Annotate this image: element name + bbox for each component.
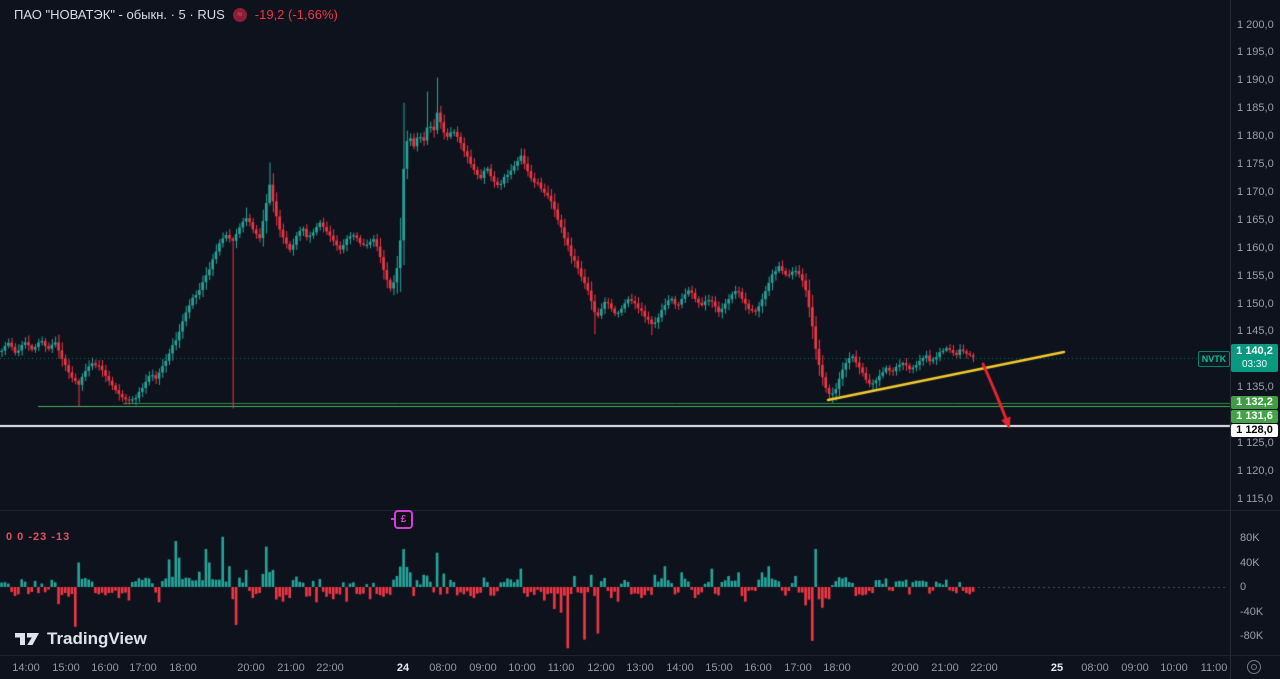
volume-axis-label: 40K	[1240, 556, 1260, 569]
time-axis-settings-icon[interactable]	[1247, 660, 1261, 674]
time-axis-label: 12:00	[587, 662, 615, 674]
price-axis-label: 1 115,0	[1237, 492, 1273, 505]
level-badge-1131-6: 1 131,6	[1231, 410, 1278, 424]
bar-countdown: 03:30	[1241, 359, 1268, 371]
time-axis-label: 17:00	[784, 662, 812, 674]
volume-axis-label: 80K	[1240, 532, 1260, 544]
economic-event-icon[interactable]: £	[391, 510, 413, 529]
time-axis-label: 17:00	[129, 662, 157, 674]
price-axis-label: 1 180,0	[1237, 130, 1274, 143]
time-axis-label: 09:00	[469, 662, 497, 674]
time-axis-label: 22:00	[970, 662, 998, 674]
time-axis-label: 22:00	[316, 662, 344, 674]
time-axis-separator	[0, 655, 1280, 656]
time-axis-label: 13:00	[626, 662, 654, 674]
price-axis-label: 1 200,0	[1237, 18, 1274, 31]
time-axis-label: 09:00	[1121, 662, 1149, 674]
time-axis-label: 08:00	[1081, 662, 1109, 674]
price-axis-label: 1 150,0	[1237, 297, 1274, 310]
date-axis-label: 25	[1050, 662, 1064, 674]
last-price-value: 1 140,2	[1236, 345, 1273, 358]
time-axis-label: 11:00	[1200, 662, 1228, 674]
event-glyph: £	[400, 514, 407, 525]
level-badge-1128-0: 1 128,0	[1231, 424, 1278, 438]
price-axis-label: 1 190,0	[1237, 74, 1274, 87]
time-axis-label: 14:00	[12, 662, 40, 674]
pane-divider[interactable]	[0, 510, 1280, 511]
price-axis-separator	[1230, 0, 1231, 679]
price-axis-label: 1 185,0	[1237, 102, 1274, 115]
time-axis-label: 15:00	[705, 662, 733, 674]
time-axis-label: 21:00	[277, 662, 305, 674]
time-axis-label: 08:00	[429, 662, 457, 674]
price-axis-label: 1 145,0	[1237, 325, 1274, 338]
time-axis-label: 18:00	[823, 662, 851, 674]
volume-indicator-values[interactable]: 0 0 -23 -13	[6, 531, 71, 543]
level-badge-1132-2: 1 132,2	[1231, 396, 1278, 410]
tradingview-logo-icon	[15, 633, 39, 645]
tradingview-logo[interactable]: TradingView	[14, 629, 147, 649]
symbol-tag-label: NVTK	[1198, 351, 1230, 368]
data-provider-icon: ≈	[232, 7, 247, 22]
time-axis-label: 10:00	[1160, 662, 1188, 674]
time-axis-label: 18:00	[169, 662, 197, 674]
price-axis-label: 1 160,0	[1237, 241, 1274, 254]
time-axis-label: 14:00	[666, 662, 694, 674]
time-axis-label: 20:00	[237, 662, 265, 674]
price-axis-label: 1 155,0	[1237, 269, 1274, 282]
time-axis-label: 20:00	[891, 662, 919, 674]
price-axis-label: 1 170,0	[1237, 185, 1274, 198]
chart-legend[interactable]: ПАО "НОВАТЭК" - обыкн. · 5 · RUS ≈ -19,2…	[14, 7, 338, 22]
symbol-title[interactable]: ПАО "НОВАТЭК" - обыкн. · 5 · RUS	[14, 7, 225, 22]
time-axis-label: 15:00	[52, 662, 80, 674]
time-axis-label: 16:00	[91, 662, 119, 674]
price-axis-label: 1 195,0	[1237, 46, 1274, 59]
date-axis-label: 24	[396, 662, 410, 674]
price-axis-label: 1 135,0	[1237, 381, 1274, 394]
price-change-label: -19,2 (-1,66%)	[254, 7, 338, 22]
time-axis-label: 16:00	[744, 662, 772, 674]
last-price-badge: 1 140,2 03:30	[1231, 344, 1278, 373]
price-axis-label: 1 175,0	[1237, 158, 1274, 171]
price-axis-label: 1 165,0	[1237, 213, 1274, 226]
volume-axis-label: 0	[1240, 581, 1247, 593]
volume-axis-label: -80K	[1240, 630, 1264, 642]
tradingview-logo-text: TradingView	[47, 629, 147, 648]
volume-axis-label: -40K	[1240, 605, 1264, 618]
time-axis-label: 10:00	[508, 662, 536, 674]
time-axis-label: 21:00	[931, 662, 959, 674]
time-axis-label: 11:00	[547, 662, 575, 674]
price-axis-label: 1 120,0	[1237, 464, 1274, 477]
price-axis-label: 1 125,0	[1237, 437, 1274, 450]
